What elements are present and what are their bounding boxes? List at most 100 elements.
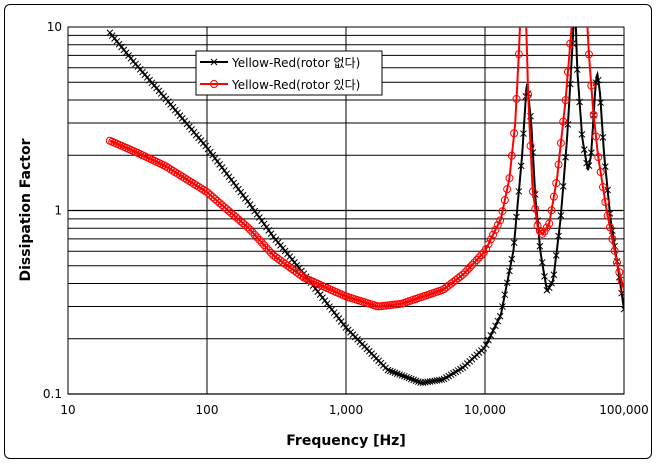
- data-point-x: [244, 198, 252, 205]
- data-point-x: [587, 149, 595, 156]
- legend-x-marker-icon: [210, 58, 218, 66]
- legend-label-0: Yellow-Red(rotor 없다): [231, 56, 360, 70]
- data-point-o: [227, 209, 236, 218]
- x-tick-label: 10: [60, 403, 75, 417]
- data-point-x: [510, 239, 518, 246]
- data-point-x: [576, 98, 583, 106]
- data-point-x: [599, 134, 607, 141]
- data-point-x: [386, 367, 394, 375]
- data-point-o: [491, 225, 500, 234]
- data-point-x: [572, 1, 578, 7]
- data-point-o: [484, 240, 493, 249]
- data-point-o: [257, 238, 266, 247]
- data-point-x: [573, 66, 581, 73]
- data-point-o: [554, 160, 563, 169]
- data-point-o: [569, 9, 576, 16]
- data-point-o: [507, 151, 516, 160]
- data-point-x: [204, 145, 212, 153]
- data-point-x: [515, 188, 523, 195]
- data-point-x: [403, 373, 411, 381]
- data-point-o: [522, 10, 529, 17]
- data-point-x: [506, 267, 513, 275]
- data-point-o: [472, 255, 481, 264]
- data-point-o: [510, 129, 519, 138]
- data-point-x: [566, 80, 574, 88]
- data-point-x: [499, 303, 506, 310]
- data-point-x: [559, 183, 567, 190]
- x-axis-label: Frequency [Hz]: [286, 433, 405, 449]
- data-point-o: [500, 196, 509, 205]
- data-point-x: [564, 121, 572, 128]
- data-point-x: [400, 372, 408, 380]
- data-point-o: [531, 204, 540, 213]
- data-point-o: [533, 221, 542, 230]
- data-point-x: [239, 191, 247, 199]
- data-point-o: [458, 270, 467, 279]
- x-tick-label: 1,000: [329, 403, 363, 417]
- data-point-x: [398, 372, 406, 379]
- data-point-o: [297, 271, 306, 280]
- data-point-x: [494, 317, 502, 325]
- data-point-o: [542, 223, 551, 232]
- data-point-x: [489, 327, 497, 334]
- data-point-o: [461, 268, 470, 277]
- data-point-x: [246, 201, 254, 208]
- data-point-x: [251, 207, 259, 215]
- data-point-x: [618, 289, 624, 297]
- data-point-o: [615, 268, 624, 277]
- data-point-o: [620, 285, 624, 294]
- data-point-o: [239, 219, 248, 228]
- data-point-x: [578, 131, 586, 138]
- data-point-x: [412, 377, 420, 385]
- data-point-x: [228, 176, 235, 184]
- data-point-o: [605, 223, 614, 232]
- data-point-x: [253, 210, 261, 218]
- data-point-o: [596, 168, 605, 177]
- data-point-x: [536, 242, 544, 250]
- x-tick-label: 100: [196, 403, 219, 417]
- data-point-o: [470, 258, 479, 267]
- data-point-x: [438, 376, 446, 384]
- data-point-x: [585, 162, 593, 170]
- data-point-o: [549, 192, 558, 201]
- data-point-o: [248, 228, 257, 237]
- data-point-x: [237, 188, 245, 196]
- data-point-x: [520, 130, 527, 137]
- data-point-x: [545, 284, 553, 292]
- data-point-o: [503, 185, 512, 194]
- data-point-x: [487, 331, 495, 339]
- legend-circle-marker-icon: [210, 80, 218, 88]
- data-point-x: [389, 368, 396, 376]
- data-point-o: [468, 260, 477, 269]
- data-point-o: [477, 251, 486, 260]
- data-point-o: [486, 235, 495, 244]
- data-point-x: [384, 366, 392, 374]
- data-point-o: [589, 110, 598, 119]
- data-point-o: [498, 207, 507, 216]
- data-point-x: [213, 157, 221, 165]
- data-point-x: [517, 162, 525, 170]
- data-point-o: [561, 96, 570, 105]
- data-point-o: [262, 243, 271, 252]
- data-point-x: [555, 232, 562, 240]
- data-point-o: [617, 276, 624, 285]
- data-point-o: [514, 50, 523, 59]
- data-point-o: [218, 201, 227, 210]
- data-point-x: [482, 341, 490, 349]
- data-point-o: [243, 223, 252, 232]
- data-point-o: [246, 225, 255, 234]
- data-point-o: [524, 90, 533, 99]
- data-point-x: [225, 173, 233, 181]
- data-point-x: [485, 336, 492, 344]
- data-point-o: [587, 81, 596, 90]
- data-point-o: [229, 211, 238, 220]
- data-point-o: [213, 197, 222, 206]
- data-point-o: [482, 244, 491, 253]
- data-point-x: [256, 214, 263, 221]
- data-point-o: [489, 230, 498, 239]
- data-point-o: [204, 188, 213, 197]
- data-point-o: [566, 39, 575, 48]
- data-point-o: [255, 235, 264, 244]
- data-point-o: [208, 192, 217, 201]
